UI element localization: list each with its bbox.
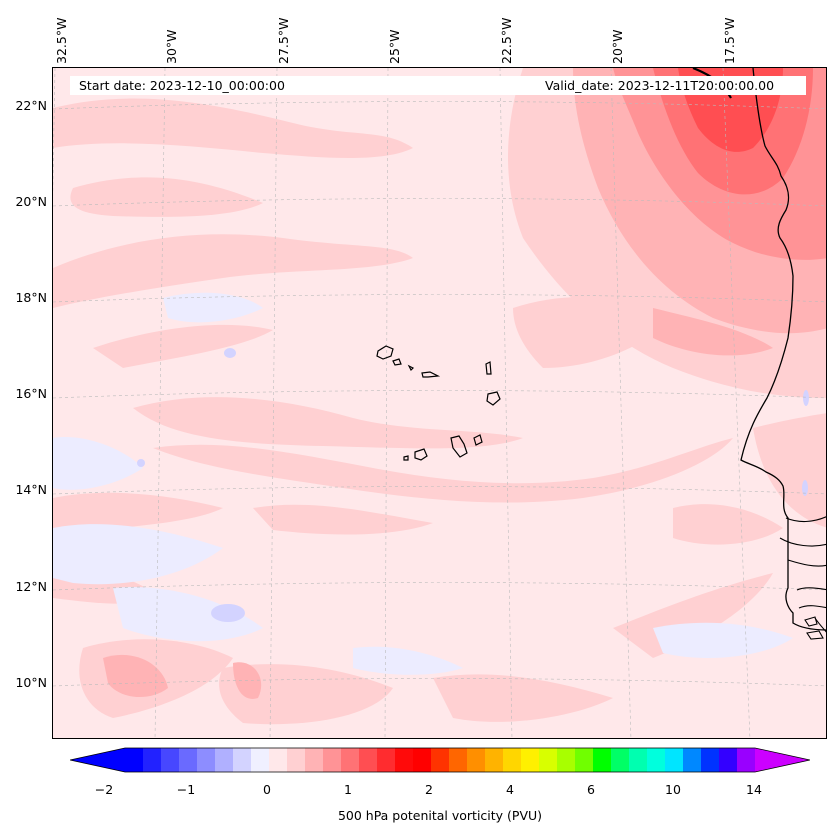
colorbar-tick-6: 6 [587,782,595,797]
colorbar-segment [647,748,666,772]
colorbar-segment [125,748,144,772]
colorbar-segment [377,748,396,772]
colorbar-segment [359,748,378,772]
colorbar-tick-0: 0 [263,782,271,797]
colorbar-label: 500 hPa potenital vorticity (PVU) [337,808,543,823]
colorbar-segment [197,748,216,772]
colorbar-segment [251,748,270,772]
pv-contours-negative [53,292,793,675]
start-date-label: Start date: 2023-12-10_00:00:00 [79,76,285,95]
colorbar-under-triangle [70,748,125,772]
colorbar-segment [395,748,414,772]
lon-label-27.5w: 27.5°W [276,17,291,64]
colorbar-tick-neg1: −1 [176,782,196,797]
lon-label-17.5w: 17.5°W [722,17,737,64]
lon-label-30w: 30°W [164,29,179,64]
colorbar-tick-neg2: −2 [94,782,114,797]
lat-label-18n: 18°N [15,290,47,305]
colorbar-segment [719,748,738,772]
coastline-africa [740,68,826,631]
cape-verde-islands [376,345,501,461]
lat-label-14n: 14°N [15,482,47,497]
lat-label-22n: 22°N [15,98,47,113]
colorbar-segment [629,748,648,772]
colorbar-segment [179,748,198,772]
lat-label-16n: 16°N [15,386,47,401]
lon-label-32.5w: 32.5°W [54,17,69,64]
colorbar-segment [431,748,450,772]
colorbar-segment [557,748,576,772]
valid-date-label: Valid_date: 2023-12-11T20:00:00.00 [545,76,775,95]
colorbar-segment [521,748,540,772]
colorbar-segment [287,748,306,772]
lon-label-20w: 20°W [610,29,625,64]
pv-contours-negative-strong [137,348,809,622]
lat-label-10n: 10°N [15,675,47,690]
colorbar-tick-10: 10 [665,782,681,797]
colorbar-tick-4: 4 [506,782,514,797]
colorbar-segment [467,748,486,772]
colorbar-segment [593,748,612,772]
colorbar-segment [539,748,558,772]
colorbar-segment [683,748,702,772]
colorbar-segment [701,748,720,772]
lon-label-25w: 25°W [387,29,402,64]
colorbar-over-triangle [755,748,810,772]
colorbar-segment [233,748,252,772]
colorbar-segment [575,748,594,772]
colorbar-segment [737,748,756,772]
lat-label-20n: 20°N [15,194,47,209]
colorbar-segment [611,748,630,772]
colorbar-segment [323,748,342,772]
lon-label-22.5w: 22.5°W [499,17,514,64]
colorbar-segment [341,748,360,772]
colorbar-segment [161,748,180,772]
lat-label-12n: 12°N [15,579,47,594]
map-panel [52,67,827,739]
coastline-details [779,516,826,640]
colorbar-segment [269,748,288,772]
colorbar-tick-2: 2 [425,782,433,797]
colorbar-outline [70,747,810,773]
colorbar-segment [485,748,504,772]
colorbar-segment [215,748,234,772]
colorbar-segment [449,748,468,772]
pv-field-map [53,68,826,738]
colorbar-segment [143,748,162,772]
colorbar-tick-1: 1 [344,782,352,797]
colorbar-segment [503,748,522,772]
colorbar-segment [665,748,684,772]
colorbar [70,747,810,773]
colorbar-segment [413,748,432,772]
colorbar-segment [305,748,324,772]
colorbar-tick-14: 14 [746,782,762,797]
map-gridlines [53,68,826,738]
